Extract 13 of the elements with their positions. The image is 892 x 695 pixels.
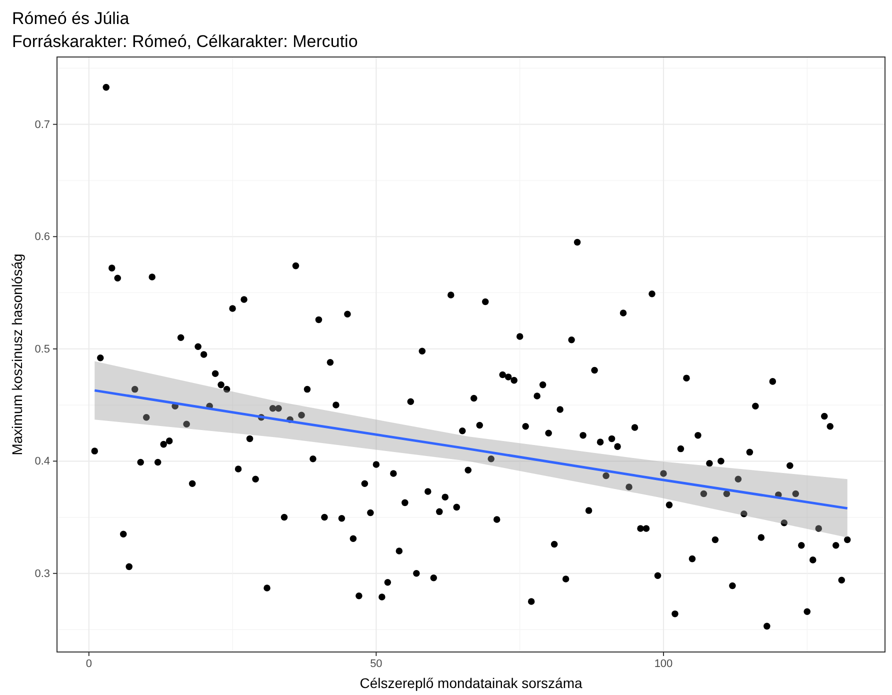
y-tick-label: 0.4 [34,456,50,468]
x-tick-label: 100 [654,658,673,670]
y-tick-label: 0.3 [34,568,50,580]
x-tick-label: 0 [86,658,92,670]
chart-title: Rómeó és Júlia [12,9,130,28]
x-axis-title: Célszereplő mondatainak sorszáma [360,675,582,691]
y-tick-label: 0.7 [34,118,50,131]
y-tick-label: 0.6 [34,231,50,244]
x-tick-label: 50 [370,658,382,670]
line-series [93,389,849,510]
y-axis-title: Maximum koszinusz hasonlóság [9,254,25,456]
chart-subtitle: Forráskarakter: Rómeó, Célkarakter: Mercutio [12,32,358,51]
y-tick-label: 0.5 [34,343,50,356]
